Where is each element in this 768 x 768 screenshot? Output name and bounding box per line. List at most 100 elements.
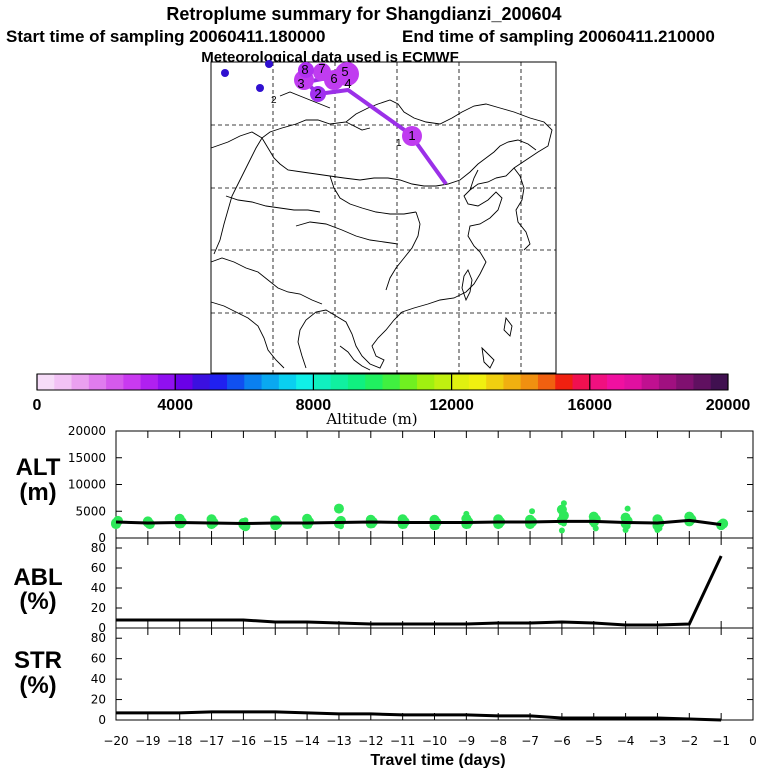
- colorbar-swatch: [123, 374, 142, 390]
- x-tick-label: −9: [457, 734, 475, 748]
- alt-point: [337, 523, 344, 530]
- y-tick-label: 0: [98, 531, 106, 545]
- alt-point: [304, 514, 311, 521]
- y-tick-label: 60: [91, 561, 106, 575]
- colorbar-swatch: [71, 374, 90, 390]
- x-tick-label: −1: [712, 734, 730, 748]
- colorbar-swatch: [330, 374, 349, 390]
- colorbar-swatch: [417, 374, 435, 390]
- map-time-label: 2: [271, 95, 277, 106]
- map-marker-label: 4: [344, 76, 351, 91]
- x-tick-label: −8: [489, 734, 507, 748]
- x-tick-label: −20: [103, 734, 128, 748]
- x-tick-label: −11: [390, 734, 415, 748]
- abl-unit: (%): [19, 588, 56, 615]
- colorbar-swatch: [572, 374, 591, 390]
- x-tick-label: −3: [649, 734, 667, 748]
- figure-title: Retroplume summary for Shangdianzi_20060…: [166, 4, 561, 24]
- map-marker-label: 5: [341, 64, 348, 79]
- map-marker-label: 2: [314, 86, 321, 101]
- colorbar-tick-label: 8000: [296, 397, 332, 414]
- y-tick-label: 60: [91, 652, 106, 666]
- y-tick-label: 0: [98, 621, 106, 635]
- y-tick-label: 20000: [68, 424, 106, 438]
- x-tick-label: −4: [617, 734, 635, 748]
- end-time-label: End time of sampling 20060411.210000: [402, 27, 715, 46]
- y-tick-label: 15000: [68, 451, 106, 465]
- map-marker-label: 3: [297, 76, 304, 91]
- abl-line: [116, 555, 723, 627]
- colorbar-swatch: [365, 374, 383, 390]
- map-marker-label: 7: [318, 61, 325, 76]
- plume-marker-2: [310, 86, 326, 102]
- colorbar-swatch: [175, 374, 193, 390]
- colorbar-swatch: [710, 374, 729, 390]
- colorbar-swatch: [313, 374, 332, 390]
- y-tick-label: 80: [91, 631, 106, 645]
- colorbar-swatch: [157, 374, 176, 390]
- alt-point: [465, 522, 472, 529]
- colorbar-swatch: [227, 374, 245, 390]
- colorbar-swatch: [209, 374, 228, 390]
- x-tick-label: −12: [358, 734, 383, 748]
- y-tick-label: 20: [91, 601, 106, 615]
- colorbar-swatch: [37, 374, 55, 390]
- alt-point: [592, 525, 599, 532]
- str-unit: (%): [19, 672, 56, 699]
- alt-point: [558, 527, 565, 534]
- colorbar-swatch: [261, 374, 280, 390]
- alt-point: [622, 526, 629, 533]
- plume-outlier-1: [221, 69, 229, 77]
- alt-point: [624, 505, 631, 512]
- alt-mean-line: [115, 518, 722, 527]
- start-time-label: Start time of sampling 20060411.180000: [6, 27, 325, 46]
- alt-point: [274, 523, 281, 530]
- x-tick-label: −7: [521, 734, 539, 748]
- x-tick-label: −19: [135, 734, 160, 748]
- colorbar-swatch: [693, 374, 712, 390]
- map-time-label: 1: [396, 138, 402, 149]
- abl-panel: 0 20 40 60 80 ABL(%): [13, 537, 754, 635]
- y-tick-label: 20: [91, 693, 106, 707]
- colorbar-swatch: [468, 374, 487, 390]
- alt-panel: 0 5000 10000 15000 20000 ALT(m): [16, 424, 754, 545]
- alt-point: [560, 500, 567, 507]
- plume-marker-1: [402, 126, 422, 146]
- colorbar-swatch: [54, 374, 73, 390]
- x-tick-label: −5: [585, 734, 603, 748]
- x-tick-label: −2: [680, 734, 698, 748]
- colorbar-swatch: [382, 374, 401, 390]
- map-coastlines-borders: [210, 91, 553, 371]
- map-marker-label: 8: [301, 62, 308, 77]
- colorbar-swatch: [451, 374, 470, 390]
- alt-point: [433, 523, 440, 530]
- colorbar-swatch: [555, 374, 574, 390]
- plume-outlier-2: [256, 84, 264, 92]
- colorbar-tick-label: 0: [33, 397, 42, 414]
- map-marker-label: 6: [330, 71, 337, 86]
- colorbar-swatch: [244, 374, 263, 390]
- colorbar-swatch: [676, 374, 694, 390]
- alt-point: [463, 510, 470, 517]
- y-tick-label: 40: [91, 672, 106, 686]
- x-tick-label: −17: [199, 734, 224, 748]
- alt-point: [367, 515, 374, 522]
- alt-point: [242, 517, 249, 524]
- y-tick-label: 80: [91, 541, 106, 555]
- x-tick-label: −18: [167, 734, 192, 748]
- alt-point: [529, 508, 536, 515]
- colorbar-swatch: [140, 374, 159, 390]
- colorbar-swatch: [589, 374, 608, 390]
- x-tick-label: −16: [231, 734, 256, 748]
- colorbar-swatch: [399, 374, 418, 390]
- plume-marker-8: [298, 62, 314, 78]
- colorbar-swatch: [88, 374, 107, 390]
- colorbar-swatch: [503, 374, 522, 390]
- y-tick-label: 5000: [75, 504, 106, 518]
- colorbar-swatch: [347, 374, 366, 390]
- map-graticule: [211, 62, 556, 373]
